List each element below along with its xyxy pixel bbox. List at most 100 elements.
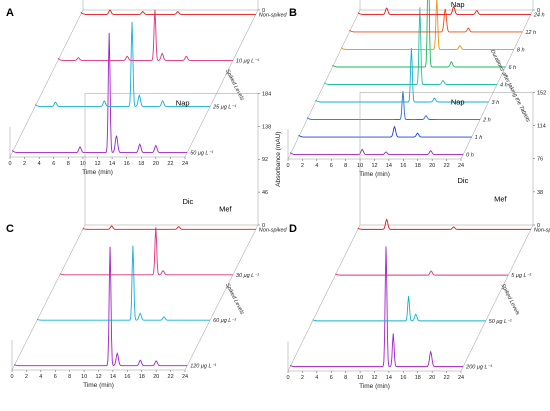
depth-axis-label: Spiked Levels <box>499 283 520 316</box>
x-tick-label: 6 <box>52 161 55 167</box>
series-line <box>335 270 509 276</box>
x-axis-label: Time (min) <box>83 382 114 389</box>
x-tick-label: 0 <box>10 374 13 380</box>
depth-axis-label: Spiked Levels <box>224 282 245 315</box>
x-tick-label: 22 <box>168 374 174 380</box>
series-line <box>80 9 256 15</box>
series-label: 6 h <box>508 65 516 71</box>
x-tick-label: 20 <box>429 163 435 169</box>
x-tick-label: 16 <box>400 163 406 169</box>
z-tick-label: 0 <box>262 8 265 14</box>
x-tick-label: 8 <box>67 161 70 167</box>
series-label: 12 h <box>525 30 536 36</box>
x-axis-label: Time (min) <box>359 383 390 390</box>
peak-label: Dic <box>457 176 468 185</box>
panel-label: C <box>6 223 14 235</box>
x-tick-label: 24 <box>458 375 464 381</box>
series-line <box>11 32 188 154</box>
z-tick-label: 38 <box>537 190 543 196</box>
x-tick-label: 0 <box>8 161 11 167</box>
x-tick-label: 16 <box>124 374 130 380</box>
x-tick-label: 22 <box>444 375 450 381</box>
z-tick-label: 0 <box>262 223 265 229</box>
axis-floor <box>287 224 534 372</box>
x-tick-label: 12 <box>371 375 377 381</box>
series-line <box>82 225 256 230</box>
x-tick-label: 22 <box>444 163 450 169</box>
x-axis-label: Time (min) <box>359 171 390 178</box>
z-axis-label: Absorbance (mAU) <box>275 132 282 187</box>
z-tick-label: 152 <box>537 90 546 96</box>
series-label: 25 μg L⁻¹ <box>212 105 236 111</box>
x-tick-label: 10 <box>357 375 363 381</box>
axis-floor <box>9 9 259 158</box>
x-tick-label: 18 <box>138 161 144 167</box>
peak-label: Dic <box>182 197 193 206</box>
x-tick-label: 0 <box>286 163 289 169</box>
x-tick-label: 4 <box>38 161 41 167</box>
series-label: 8 h <box>517 47 525 53</box>
x-tick-label: 22 <box>167 161 173 167</box>
series-label: 50 μg L⁻¹ <box>190 151 213 157</box>
series-label: 0 h <box>466 153 474 159</box>
series-label: 120 μg L⁻¹ <box>190 364 216 370</box>
x-tick-label: 20 <box>429 375 435 381</box>
x-tick-label: 2 <box>23 161 26 167</box>
axis-floor <box>11 224 259 371</box>
z-tick-label: 0 <box>537 8 540 14</box>
series-label: 4 h <box>500 83 508 89</box>
z-tick-label: 46 <box>262 190 268 196</box>
depth-axis-label: Durations after taking the Tablets <box>489 49 531 124</box>
series-label: 3 h <box>492 100 500 106</box>
x-tick-label: 8 <box>68 374 71 380</box>
series-label: Non-spiked <box>259 12 288 18</box>
series-label: 200 μg L⁻¹ <box>465 365 492 371</box>
series-line <box>57 9 233 61</box>
x-tick-label: 4 <box>315 375 318 381</box>
series-label: 10 μg L⁻¹ <box>236 58 259 64</box>
series-line <box>289 148 464 155</box>
peak-label: Nap <box>451 0 465 9</box>
series-line <box>340 0 514 50</box>
series-label: 50 μg L⁻¹ <box>489 319 512 325</box>
series-label: Non-spiked <box>534 227 550 233</box>
series-line <box>59 227 233 276</box>
x-tick-label: 4 <box>39 374 42 380</box>
series-line <box>349 8 523 33</box>
series-label: 30 μg L⁻¹ <box>236 273 259 279</box>
peak-label: Mef <box>494 194 507 203</box>
x-tick-label: 18 <box>415 163 421 169</box>
x-tick-label: 16 <box>400 375 406 381</box>
panel-label: D <box>289 223 297 235</box>
x-tick-label: 6 <box>330 375 333 381</box>
x-tick-label: 12 <box>371 163 377 169</box>
series-line <box>323 7 497 85</box>
series-line <box>289 246 464 368</box>
series-line <box>315 47 489 103</box>
z-tick-label: 114 <box>537 124 546 130</box>
x-axis-label: Time (min) <box>82 169 113 176</box>
series-label: 60 μg L⁻¹ <box>213 318 236 324</box>
peak-label: Nap <box>451 97 465 106</box>
x-tick-label: 14 <box>110 374 116 380</box>
x-tick-label: 18 <box>415 375 421 381</box>
x-tick-label: 2 <box>301 163 304 169</box>
x-tick-label: 6 <box>54 374 57 380</box>
x-tick-label: 8 <box>344 163 347 169</box>
series-line <box>357 218 531 230</box>
series-label: 5 μg L⁻¹ <box>511 273 531 279</box>
x-tick-label: 2 <box>25 374 28 380</box>
series-line <box>312 295 486 322</box>
series-label: 2 h <box>482 118 491 124</box>
x-tick-label: 12 <box>94 161 100 167</box>
panel-label: A <box>6 7 14 19</box>
x-tick-label: 0 <box>286 375 289 381</box>
z-tick-label: 138 <box>262 124 271 130</box>
z-tick-label: 92 <box>262 157 268 163</box>
series-line <box>332 0 506 68</box>
